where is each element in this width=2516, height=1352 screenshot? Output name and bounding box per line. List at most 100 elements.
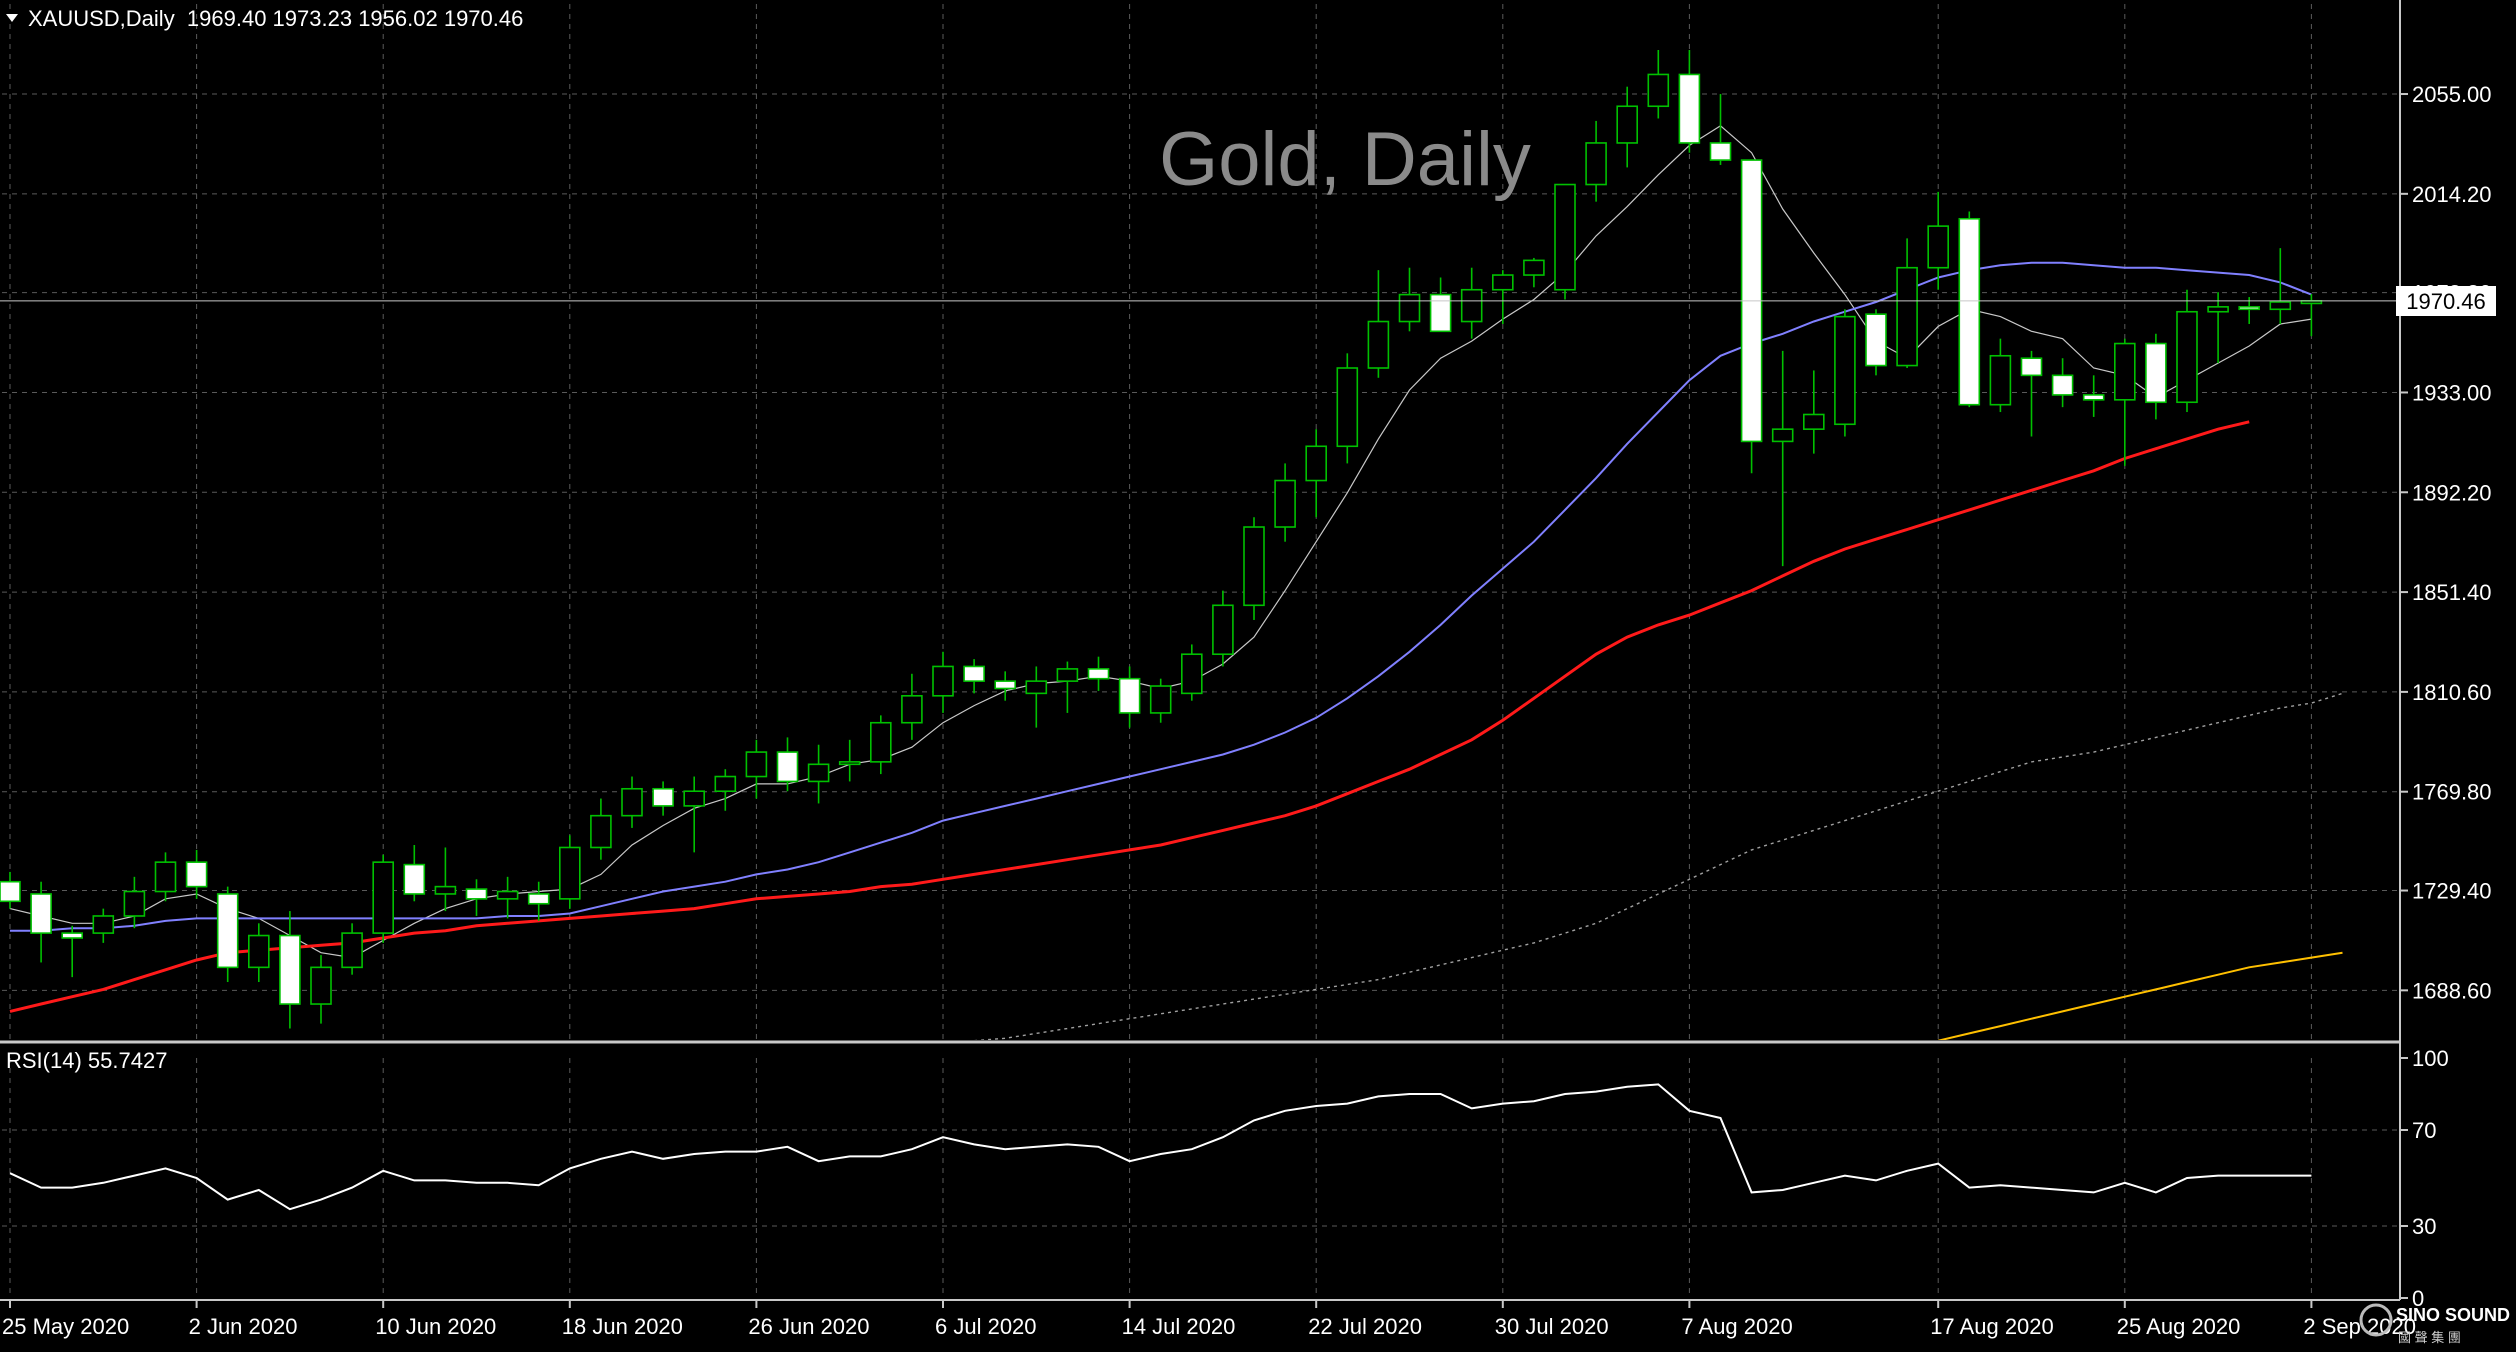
candle-up [1896,238,1918,369]
candle-up [123,876,146,929]
candle-body [1460,288,1483,323]
date-tick-label: 25 May 2020 [2,1314,129,1339]
candle-up [1181,644,1203,701]
candle-body [2114,342,2136,401]
candle-body [1771,428,1794,443]
candle-body [2207,306,2229,313]
candle-body [652,787,674,807]
candle-body [185,861,208,888]
candle-body [0,880,21,903]
date-tick-label: 22 Jul 2020 [1308,1314,1422,1339]
candle-up [745,739,768,799]
candle-up [683,776,706,853]
candle-body [30,893,52,934]
candle-up [869,715,892,775]
candle-up [1274,463,1296,542]
price-tick-label: 1810.60 [2412,680,2492,705]
date-tick-label: 18 Jun 2020 [562,1314,683,1339]
candle-down [1958,211,1981,408]
candle-body [465,888,488,900]
price-tick-label: 1851.40 [2412,580,2492,605]
candle-up [1212,590,1234,667]
candle-body [92,915,115,934]
candle-down [1678,49,1701,153]
logo-icon [2359,1303,2393,1337]
candle-up [714,769,737,811]
candle-body [248,934,270,969]
candle-up [1803,370,1825,454]
candle-body [1492,274,1514,291]
candle-up [621,776,643,828]
rsi-tick-label: 100 [2412,1046,2449,1071]
candle-up [1585,120,1607,202]
candle-down [1865,309,1887,376]
candle-up [558,835,581,909]
candle-body [776,751,799,783]
candle-body [216,893,239,969]
candle-up [1989,338,2012,413]
date-tick-label: 2 Jun 2020 [189,1314,298,1339]
candle-up [807,744,830,804]
candle-body [279,934,301,1005]
candle-down [2082,375,2105,417]
candle-body [1087,668,1110,680]
candle-body [1989,354,2012,406]
candle-up [1398,267,1421,332]
candle-up [1554,183,1576,300]
candle-down [1709,94,1732,165]
candle-down [30,881,52,963]
price-tick-label: 1729.40 [2412,879,2492,904]
date-tick-label: 6 Jul 2020 [935,1314,1037,1339]
candle-body [1149,685,1172,714]
candle-up [1305,429,1327,518]
candle-up [1336,353,1359,464]
candle-body [963,665,985,682]
candle-down [0,871,21,909]
candle-down [279,911,301,1029]
candle-up [901,673,923,740]
candle-body [1554,183,1576,291]
candle-up [310,955,332,1024]
candle-up [2207,292,2229,364]
rsi-panel [9,1083,2312,1211]
candle-body [1305,445,1327,482]
candle-body [1274,479,1296,528]
candle-down [1087,656,1110,691]
candle-body [714,775,737,793]
rsi-header: RSI(14) 55.7427 [6,1048,167,1073]
candle-body [61,932,84,939]
candle-up [2176,289,2198,413]
candle-up [341,923,363,975]
candle-body [558,846,581,900]
candle-body [932,665,954,697]
dropdown-arrow-icon[interactable] [6,14,18,22]
candle-up [1025,666,1048,728]
candle-down [1429,277,1452,333]
candle-down [216,886,239,983]
candle-down [465,879,488,916]
candle-body [1958,217,1981,406]
candle-down [963,659,985,694]
candle-body [154,861,177,893]
candle-body [745,751,768,778]
candle-up [2269,248,2292,324]
candle-down [2020,350,2043,437]
candle-body [1803,413,1825,430]
candle-body [310,966,332,1005]
candle-body [341,932,363,969]
candle-up [1056,661,1079,713]
candle-body [403,863,426,895]
candle-body [1616,105,1638,144]
candle-body [683,790,706,807]
rsi-tick-label: 30 [2412,1214,2436,1239]
candle-body [2020,357,2043,377]
candle-body [434,885,457,895]
candle-body [1647,73,1670,108]
ma-100-line [974,692,2343,1040]
date-tick-label: 17 Aug 2020 [1930,1314,2054,1339]
price-tag: 1970.46 [2406,289,2486,314]
candle-body [2082,394,2105,401]
price-tick-label: 2014.20 [2412,182,2492,207]
